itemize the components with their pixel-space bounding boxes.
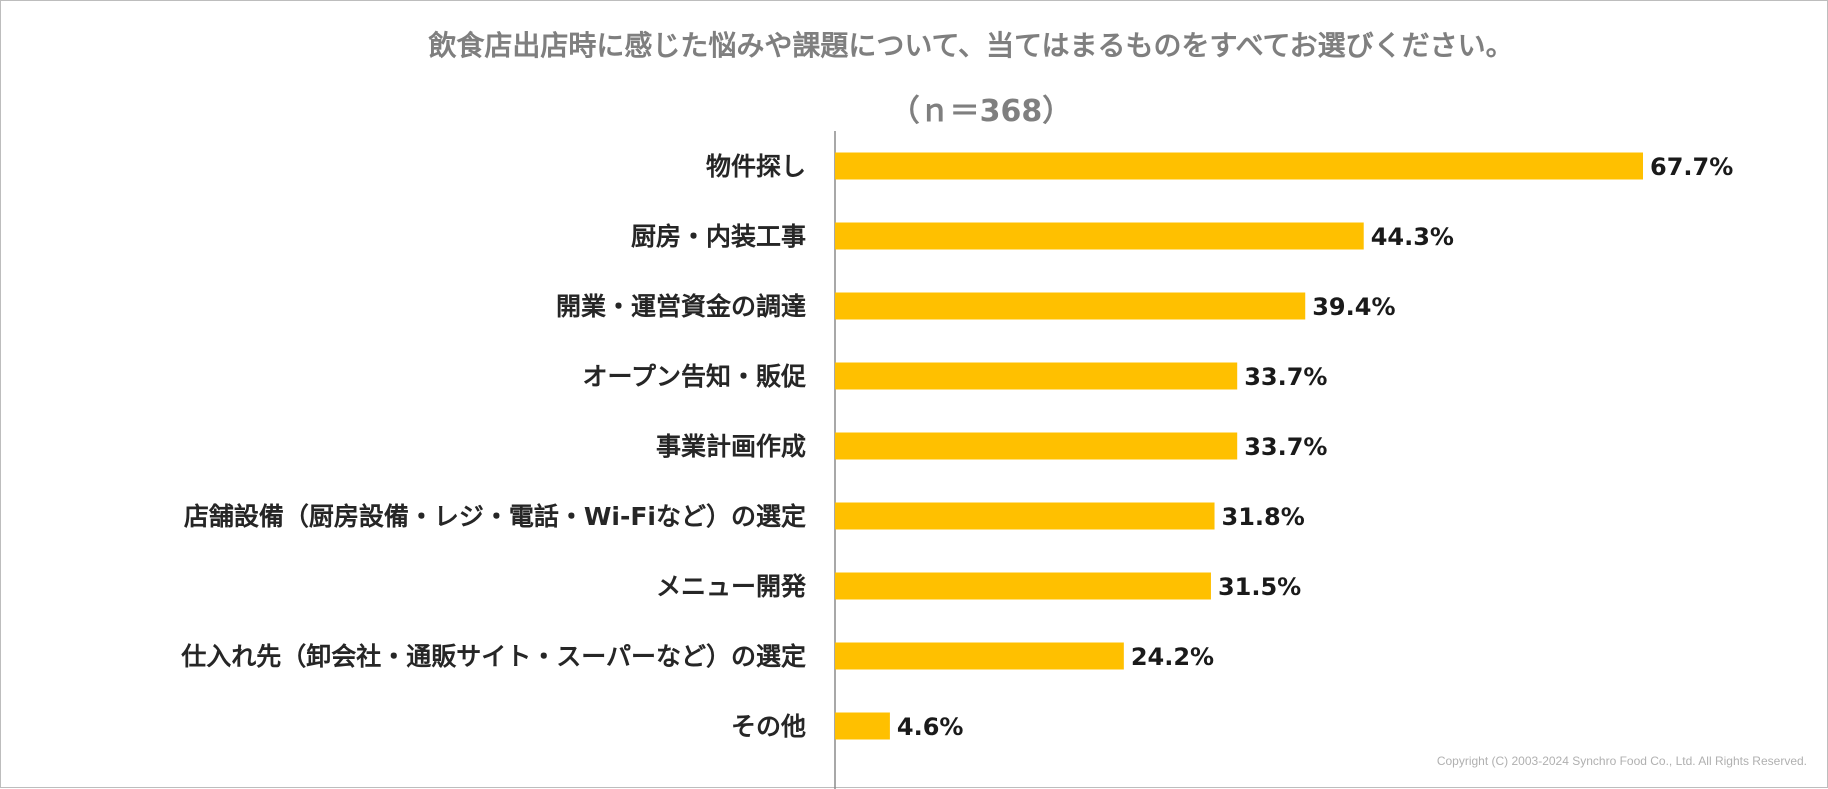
value-labels: 67.7% 44.3% 39.4% 33.7% 33.7% 31.8% 31.5% 24.2%… bbox=[897, 153, 1733, 741]
bar bbox=[835, 292, 1306, 320]
bar bbox=[835, 432, 1238, 460]
data-label: 44.3% bbox=[1371, 223, 1454, 251]
category-label: その他 bbox=[731, 712, 806, 741]
data-label: 39.4% bbox=[1312, 293, 1395, 321]
chart-title: 飲食店出店時に感じた悩みや課題について、当てはまるものをすべてお選びください。 bbox=[428, 29, 1513, 62]
chart-subtitle: （ｎ＝368） bbox=[890, 94, 1073, 129]
bar bbox=[835, 712, 890, 740]
data-label: 33.7% bbox=[1244, 363, 1327, 391]
bars bbox=[835, 152, 1643, 740]
bar bbox=[835, 362, 1238, 390]
data-label: 33.7% bbox=[1244, 433, 1327, 461]
bar bbox=[835, 502, 1215, 530]
category-label: 仕入れ先（卸会社・通販サイト・スーパーなど）の選定 bbox=[180, 642, 806, 671]
data-label: 67.7% bbox=[1650, 153, 1733, 181]
category-label: 厨房・内装工事 bbox=[631, 222, 806, 251]
category-label: 事業計画作成 bbox=[656, 432, 806, 461]
data-label: 31.5% bbox=[1218, 573, 1301, 601]
data-label: 31.8% bbox=[1222, 503, 1305, 531]
bar bbox=[835, 152, 1643, 180]
bar bbox=[835, 572, 1211, 600]
bar bbox=[835, 642, 1124, 670]
data-label: 24.2% bbox=[1131, 643, 1214, 671]
category-label: オープン告知・販促 bbox=[582, 362, 806, 391]
category-labels: 物件探し厨房・内装工事開業・運営資金の調達オープン告知・販促事業計画作成店舗設備… bbox=[180, 152, 807, 741]
category-label: メニュー開発 bbox=[656, 572, 807, 601]
copyright-text: Copyright (C) 2003-2024 Synchro Food Co.… bbox=[1437, 754, 1807, 768]
bar bbox=[835, 222, 1364, 250]
category-label: 開業・運営資金の調達 bbox=[556, 292, 806, 321]
category-label: 物件探し bbox=[706, 152, 806, 181]
category-label: 店舗設備（厨房設備・レジ・電話・Wi-Fiなど）の選定 bbox=[184, 502, 806, 531]
data-label: 4.6% bbox=[897, 713, 964, 741]
